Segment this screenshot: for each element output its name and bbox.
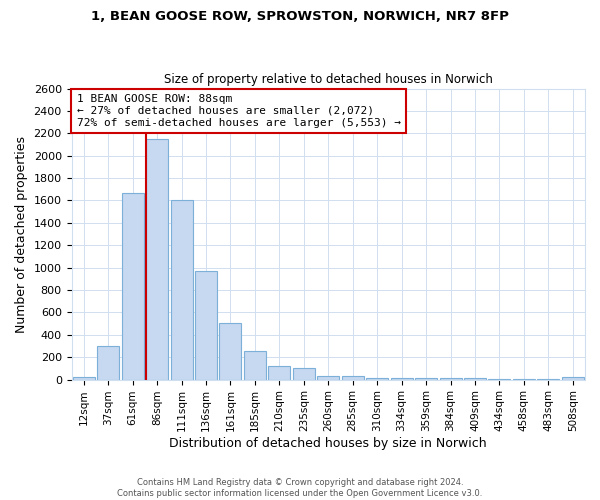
Bar bbox=[268, 366, 290, 380]
Bar bbox=[97, 346, 119, 380]
Bar bbox=[464, 378, 486, 380]
Text: Contains HM Land Registry data © Crown copyright and database right 2024.
Contai: Contains HM Land Registry data © Crown c… bbox=[118, 478, 482, 498]
Text: 1 BEAN GOOSE ROW: 88sqm
← 27% of detached houses are smaller (2,072)
72% of semi: 1 BEAN GOOSE ROW: 88sqm ← 27% of detache… bbox=[77, 94, 401, 128]
Bar bbox=[293, 368, 315, 380]
Bar bbox=[244, 351, 266, 380]
Bar bbox=[415, 378, 437, 380]
Bar bbox=[195, 271, 217, 380]
Text: 1, BEAN GOOSE ROW, SPROWSTON, NORWICH, NR7 8FP: 1, BEAN GOOSE ROW, SPROWSTON, NORWICH, N… bbox=[91, 10, 509, 23]
Bar bbox=[513, 379, 535, 380]
Bar bbox=[170, 200, 193, 380]
Bar bbox=[391, 378, 413, 380]
Bar bbox=[122, 192, 143, 380]
Bar bbox=[317, 376, 339, 380]
Bar bbox=[73, 378, 95, 380]
Bar bbox=[440, 378, 461, 380]
Bar bbox=[562, 378, 584, 380]
Bar bbox=[488, 379, 511, 380]
Title: Size of property relative to detached houses in Norwich: Size of property relative to detached ho… bbox=[164, 73, 493, 86]
Bar bbox=[366, 378, 388, 380]
Bar bbox=[342, 376, 364, 380]
Y-axis label: Number of detached properties: Number of detached properties bbox=[15, 136, 28, 332]
X-axis label: Distribution of detached houses by size in Norwich: Distribution of detached houses by size … bbox=[169, 437, 487, 450]
Bar bbox=[220, 322, 241, 380]
Bar bbox=[538, 379, 559, 380]
Bar bbox=[146, 139, 168, 380]
